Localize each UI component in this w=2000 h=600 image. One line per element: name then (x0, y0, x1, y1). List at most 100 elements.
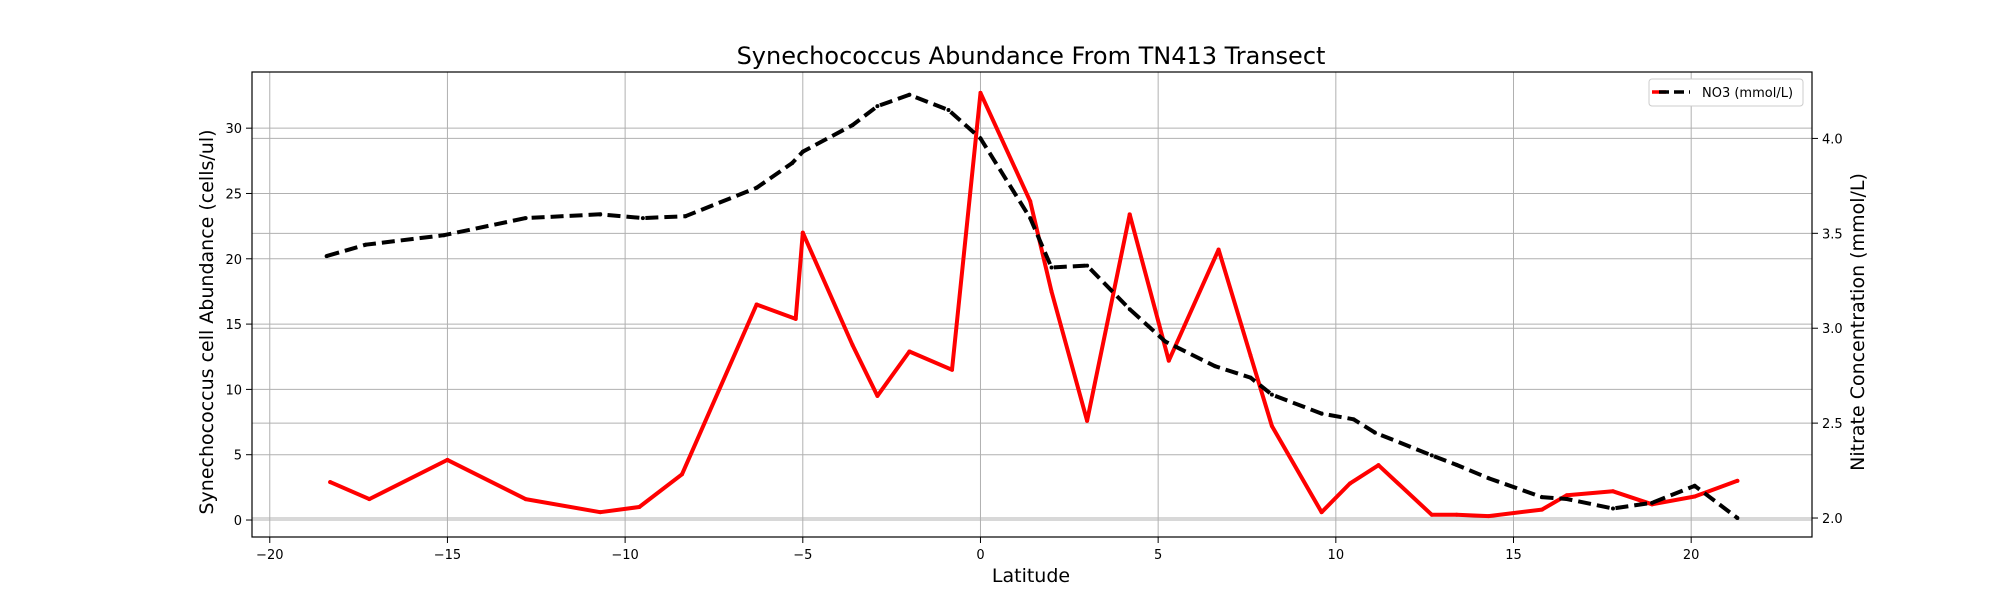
x-tick-label: −15 (434, 548, 461, 563)
nitrate-data-point (875, 104, 880, 109)
abundance-data-point (1348, 481, 1353, 486)
abundance-data-point (754, 302, 759, 307)
abundance-data-point (907, 349, 912, 354)
abundance-data-point (1429, 512, 1434, 517)
abundance-data-point (1692, 494, 1697, 499)
nitrate-data-point (1269, 392, 1274, 397)
right-y-tick-label: 3.5 (1822, 227, 1843, 242)
series-lines (324, 90, 1740, 521)
nitrate-data-point (1539, 495, 1544, 500)
abundance-data-point (328, 480, 333, 485)
nitrate-data-point (946, 107, 951, 112)
abundance-data-point (1127, 212, 1132, 217)
abundance-data-point (950, 367, 955, 372)
abundance-data-point (523, 497, 528, 502)
nitrate-data-point (598, 212, 603, 217)
abundance-data-point (445, 457, 450, 462)
x-tick-label: 5 (1154, 548, 1162, 563)
abundance-data-point (1248, 353, 1253, 358)
left-y-tick-label: 15 (225, 318, 242, 333)
left-y-axis-title: Synechococcus cell Abundance (cells/ul) (196, 129, 218, 514)
nitrate-data-point (1213, 364, 1218, 369)
nitrate-data-point (1127, 307, 1132, 312)
nitrate-data-point (1372, 430, 1377, 435)
abundance-data-point (1735, 478, 1740, 483)
abundance-data-point (367, 497, 372, 502)
abundance-data-point (1216, 247, 1221, 252)
nitrate-data-point (324, 254, 329, 259)
nitrate-data-point (1248, 375, 1253, 380)
plot-frame (251, 71, 1813, 538)
x-tick-label: −20 (256, 548, 283, 563)
left-y-tick-label: 5 (234, 449, 242, 464)
legend-box (1648, 78, 1804, 107)
right-y-tick-label: 2.0 (1822, 512, 1843, 527)
x-axis-title: Latitude (992, 565, 1070, 587)
nitrate-data-point (1486, 476, 1491, 481)
x-tick-label: 10 (1328, 548, 1345, 563)
abundance-data-point (1049, 289, 1054, 294)
x-tick-label: −5 (793, 548, 812, 563)
x-tick-label: 15 (1505, 548, 1522, 563)
right-y-tick-label: 3.0 (1822, 322, 1843, 337)
left-y-tick-label: 0 (234, 514, 242, 529)
abundance-data-point (1486, 514, 1491, 519)
nitrate-data-point (1454, 462, 1459, 467)
right-y-tick-label: 4.0 (1822, 132, 1843, 147)
nitrate-data-point (640, 216, 645, 221)
nitrate-data-point (1429, 453, 1434, 458)
abundance-data-point (1564, 493, 1569, 498)
abundance-series-line (328, 90, 1740, 519)
legend-entry-no3: NO3 (mmol/L) (1702, 86, 1793, 101)
abundance-data-point (978, 90, 983, 95)
nitrate-data-point (1735, 516, 1740, 521)
right-y-tick-label: 2.5 (1822, 417, 1843, 432)
abundance-data-point (1085, 418, 1090, 423)
nitrate-data-point (800, 149, 805, 154)
nitrate-data-point (1650, 500, 1655, 505)
left-y-tick-label: 10 (225, 383, 242, 398)
nitrate-data-point (1049, 265, 1054, 270)
nitrate-series-line (326, 92, 1739, 520)
abundance-data-point (1454, 512, 1459, 517)
abundance-data-point (1269, 423, 1274, 428)
right-y-axis-title: Nitrate Concentration (mmol/L) (1847, 173, 1869, 471)
nitrate-data-point (1692, 483, 1697, 488)
nitrate-data-point (1028, 216, 1033, 221)
abundance-data-point (598, 510, 603, 515)
nitrate-data-point (907, 92, 912, 97)
nitrate-data-point (1319, 411, 1324, 416)
nitrate-data-point (754, 185, 759, 190)
axes: −20 −15 −10 −5 0 5 10 15 20 0 5 10 15 20 25 30 2.0 2.5 3.0… (225, 122, 1842, 563)
abundance-data-point (1539, 507, 1544, 512)
nitrate-data-point (978, 136, 983, 141)
abundance-data-point (1319, 510, 1324, 515)
abundance-data-point (1376, 463, 1381, 468)
nitrate-data-point (790, 161, 795, 166)
abundance-data-point (793, 316, 798, 321)
abundance-data-point (800, 230, 805, 235)
x-tick-label: 0 (976, 548, 984, 563)
abundance-data-point (1166, 358, 1171, 363)
nitrate-data-point (1163, 339, 1168, 344)
abundance-data-point (679, 472, 684, 477)
x-tick-label: 20 (1683, 548, 1700, 563)
abundance-data-point (850, 342, 855, 347)
abundance-data-point (1028, 199, 1033, 204)
nitrate-data-point (683, 214, 688, 219)
abundance-data-point (1611, 489, 1616, 494)
nitrate-data-point (1085, 263, 1090, 268)
abundance-data-point (875, 393, 880, 398)
nitrate-data-point (850, 123, 855, 128)
nitrate-data-point (523, 216, 528, 221)
legend: NO3 (mmol/L) (1648, 78, 1804, 107)
chart-title: Synechococcus Abundance From TN413 Trans… (737, 42, 1326, 70)
left-y-tick-label: 20 (225, 253, 242, 268)
nitrate-data-point (1611, 506, 1616, 511)
nitrate-data-point (441, 233, 446, 238)
abundance-data-point (637, 504, 642, 509)
grid-lines (252, 72, 1812, 537)
left-y-tick-label: 30 (225, 122, 242, 137)
